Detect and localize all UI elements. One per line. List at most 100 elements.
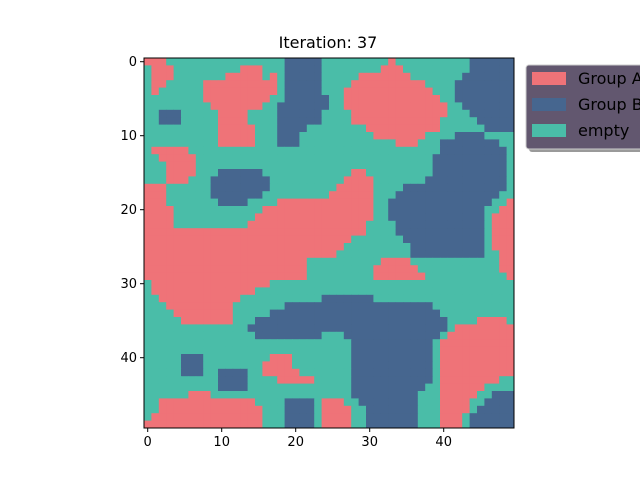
heatmap-cell	[240, 109, 248, 118]
heatmap-cell	[292, 272, 300, 281]
heatmap-cell	[343, 102, 352, 111]
heatmap-cell	[432, 383, 441, 392]
heatmap-cell	[447, 302, 456, 310]
heatmap-cell	[262, 109, 271, 118]
heatmap-cell	[395, 191, 404, 199]
heatmap-cell	[462, 309, 470, 318]
heatmap-cell	[284, 228, 293, 236]
heatmap-cell	[232, 87, 241, 96]
heatmap-cell	[232, 257, 241, 266]
heatmap-cell	[269, 176, 278, 185]
heatmap-cell	[314, 420, 322, 429]
heatmap-cell	[247, 102, 256, 111]
heatmap-cell	[380, 280, 389, 288]
heatmap-cell	[506, 176, 515, 185]
heatmap-cell	[336, 413, 345, 421]
heatmap-cell	[262, 302, 271, 310]
heatmap-cell	[366, 235, 374, 244]
heatmap-cell	[314, 317, 322, 325]
heatmap-cell	[506, 287, 515, 296]
heatmap-cell	[454, 206, 463, 214]
heatmap-cell	[306, 124, 315, 133]
heatmap-cell	[351, 257, 359, 266]
heatmap-cell	[151, 206, 160, 214]
heatmap-cell	[225, 95, 234, 103]
heatmap-cell	[210, 198, 219, 207]
heatmap-cell	[329, 161, 337, 170]
heatmap-cell	[454, 154, 463, 162]
heatmap-cell	[158, 309, 167, 318]
heatmap-cell	[410, 376, 419, 384]
heatmap-cell	[321, 146, 330, 155]
heatmap-cell	[373, 383, 382, 392]
heatmap-cell	[203, 228, 211, 236]
heatmap-cell	[484, 257, 493, 266]
heatmap-cell	[403, 124, 411, 133]
heatmap-cell	[388, 72, 396, 81]
heatmap-cell	[262, 294, 271, 303]
heatmap-cell	[329, 302, 337, 310]
heatmap-cell	[358, 272, 367, 281]
heatmap-cell	[173, 354, 182, 362]
heatmap-cell	[144, 198, 152, 207]
heatmap-cell	[477, 324, 485, 333]
heatmap-cell	[410, 132, 419, 140]
heatmap-cell	[195, 206, 204, 214]
heatmap-cell	[484, 272, 493, 281]
heatmap-cell	[158, 117, 167, 125]
heatmap-cell	[203, 87, 211, 96]
heatmap-cell	[262, 65, 271, 74]
heatmap-cell	[269, 198, 278, 207]
heatmap-cell	[403, 250, 411, 259]
heatmap-cell	[247, 243, 256, 251]
heatmap-cell	[366, 58, 374, 66]
heatmap-cell	[417, 213, 426, 222]
heatmap-cell	[195, 331, 204, 340]
heatmap-cell	[166, 87, 174, 96]
heatmap-cell	[262, 250, 271, 259]
heatmap-cell	[469, 331, 478, 340]
heatmap-cell	[306, 228, 315, 236]
heatmap-cell	[336, 161, 345, 170]
heatmap-cell	[499, 102, 507, 111]
heatmap-cell	[484, 331, 493, 340]
heatmap-cell	[454, 124, 463, 133]
heatmap-cell	[484, 324, 493, 333]
heatmap-cell	[373, 198, 382, 207]
heatmap-cell	[144, 339, 152, 347]
heatmap-cell	[255, 257, 263, 266]
heatmap-cell	[440, 257, 448, 266]
heatmap-cell	[225, 72, 234, 81]
heatmap-cell	[469, 161, 478, 170]
heatmap-cell	[469, 398, 478, 407]
heatmap-cell	[454, 420, 463, 429]
heatmap-cell	[299, 109, 308, 118]
heatmap-cell	[218, 368, 226, 377]
heatmap-cell	[403, 220, 411, 229]
heatmap-cell	[151, 309, 160, 318]
heatmap-cell	[321, 317, 330, 325]
heatmap-cell	[144, 376, 152, 384]
heatmap-cell	[232, 324, 241, 333]
heatmap-cell	[195, 383, 204, 392]
heatmap-cell	[284, 213, 293, 222]
heatmap-cell	[151, 183, 160, 192]
heatmap-cell	[299, 213, 308, 222]
heatmap-cell	[366, 294, 374, 303]
heatmap-cell	[299, 346, 308, 355]
heatmap-cell	[380, 287, 389, 296]
heatmap-cell	[477, 383, 485, 392]
heatmap-cell	[440, 405, 448, 414]
heatmap-cell	[432, 124, 441, 133]
heatmap-cell	[284, 169, 293, 177]
heatmap-cell	[447, 65, 456, 74]
heatmap-cell	[469, 376, 478, 384]
heatmap-cell	[454, 176, 463, 185]
heatmap-cell	[440, 80, 448, 88]
heatmap-cell	[477, 243, 485, 251]
heatmap-cell	[166, 243, 174, 251]
heatmap-cell	[388, 109, 396, 118]
heatmap-cell	[477, 391, 485, 399]
heatmap-cell	[210, 317, 219, 325]
heatmap-cell	[269, 132, 278, 140]
